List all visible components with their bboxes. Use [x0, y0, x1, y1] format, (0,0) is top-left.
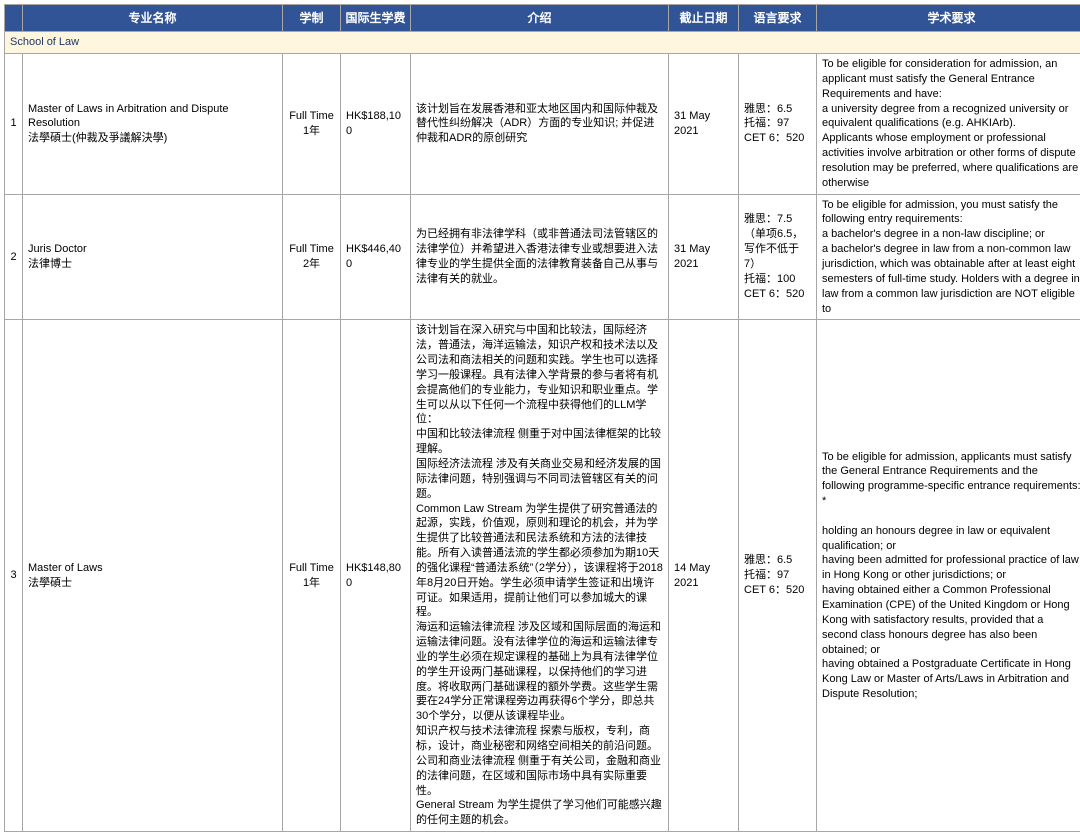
header-name: 专业名称 — [23, 5, 283, 32]
cell-name: Master of Laws in Arbitration and Disput… — [23, 54, 283, 195]
table-row: 1Master of Laws in Arbitration and Dispu… — [5, 54, 1080, 195]
cell-idx: 2 — [5, 194, 23, 320]
cell-idx: 3 — [5, 320, 23, 832]
header-fee: 国际生学费 — [341, 5, 411, 32]
cell-name: Juris Doctor法律博士 — [23, 194, 283, 320]
header-lang: 语言要求 — [739, 5, 817, 32]
cell-idx: 1 — [5, 54, 23, 195]
cell-name: Master of Laws法學碩士 — [23, 320, 283, 832]
cell-mode: Full Time1年 — [283, 320, 341, 832]
cell-deadline: 31 May 2021 — [669, 194, 739, 320]
cell-intro: 该计划旨在深入研究与中国和比较法，国际经济法，普通法，海洋运输法，知识产权和技术… — [411, 320, 669, 832]
cell-fee: HK$446,400 — [341, 194, 411, 320]
cell-deadline: 14 May 2021 — [669, 320, 739, 832]
cell-acad: To be eligible for consideration for adm… — [817, 54, 1080, 195]
cell-deadline: 31 May 2021 — [669, 54, 739, 195]
table-row: 3Master of Laws法學碩士Full Time1年HK$148,800… — [5, 320, 1080, 832]
table-row: 2Juris Doctor法律博士Full Time2年HK$446,400为已… — [5, 194, 1080, 320]
school-label: School of Law — [5, 32, 1080, 54]
cell-mode: Full Time1年 — [283, 54, 341, 195]
cell-intro: 为已经拥有非法律学科（或非普通法司法管辖区的法律学位）并希望进入香港法律专业或想… — [411, 194, 669, 320]
table-body: School of Law 1Master of Laws in Arbitra… — [5, 32, 1080, 832]
cell-lang: 雅思：6.5托福：97CET 6：520 — [739, 54, 817, 195]
cell-acad: To be eligible for admission, applicants… — [817, 320, 1080, 832]
cell-fee: HK$148,800 — [341, 320, 411, 832]
cell-mode: Full Time2年 — [283, 194, 341, 320]
header-index — [5, 5, 23, 32]
header-mode: 学制 — [283, 5, 341, 32]
cell-intro: 该计划旨在发展香港和亚太地区国内和国际仲裁及替代性纠纷解决（ADR）方面的专业知… — [411, 54, 669, 195]
header-intro: 介绍 — [411, 5, 669, 32]
header-acad: 学术要求 — [817, 5, 1080, 32]
cell-fee: HK$188,100 — [341, 54, 411, 195]
school-row: School of Law — [5, 32, 1080, 54]
programme-table: 专业名称 学制 国际生学费 介绍 截止日期 语言要求 学术要求 专业链接 Sch… — [4, 4, 1080, 832]
header-deadline: 截止日期 — [669, 5, 739, 32]
cell-acad: To be eligible for admission, you must s… — [817, 194, 1080, 320]
header-row: 专业名称 学制 国际生学费 介绍 截止日期 语言要求 学术要求 专业链接 — [5, 5, 1080, 32]
cell-lang: 雅思：7.5（单项6.5，写作不低于7）托福：100CET 6：520 — [739, 194, 817, 320]
cell-lang: 雅思：6.5托福：97CET 6：520 — [739, 320, 817, 832]
